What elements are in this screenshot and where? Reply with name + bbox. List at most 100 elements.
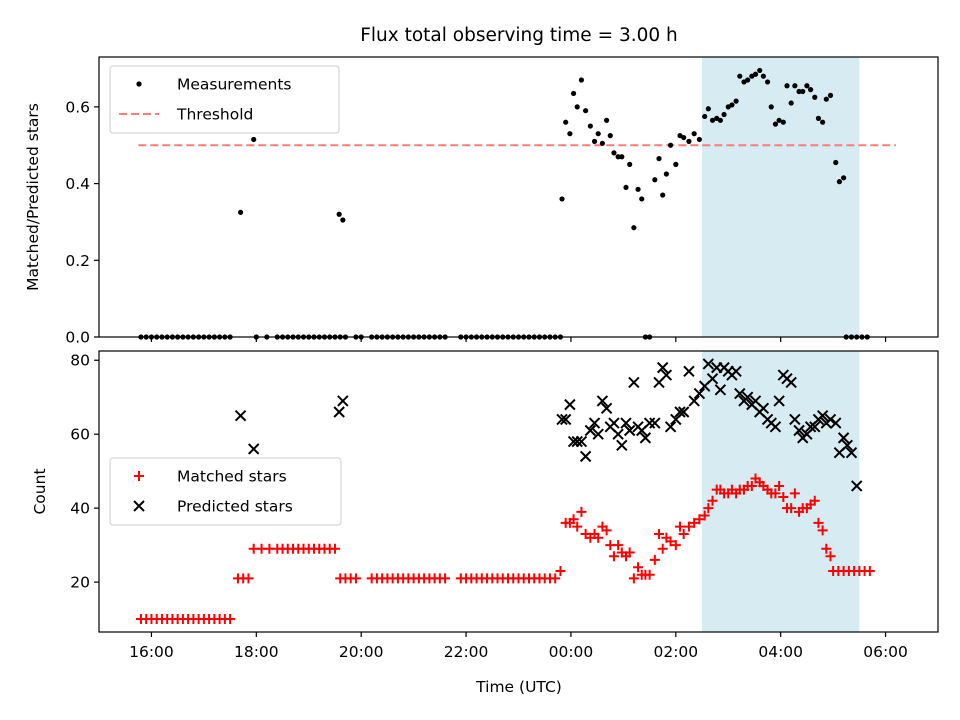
legend: Measurements Threshold (109, 65, 340, 134)
series-predicted-stars (234, 358, 863, 492)
data-point (833, 159, 839, 166)
y-tick-label: 20 (70, 574, 90, 592)
data-point (575, 435, 588, 448)
data-point (583, 108, 589, 114)
data-point (563, 119, 569, 125)
data-point (745, 77, 751, 83)
data-point (611, 150, 617, 156)
data-point (663, 171, 669, 177)
data-point (592, 428, 604, 440)
data-point (841, 175, 847, 181)
data-point (768, 104, 774, 110)
data-point (340, 217, 346, 223)
data-point (778, 492, 789, 503)
data-point (639, 432, 652, 444)
data-point (804, 83, 810, 89)
data-point (686, 138, 692, 144)
highlight-span (702, 351, 860, 632)
data-point (656, 156, 662, 162)
data-point (564, 398, 576, 411)
data-point (639, 196, 645, 202)
data-point (770, 488, 781, 499)
data-point (677, 406, 690, 418)
data-point (601, 525, 612, 536)
data-point (737, 73, 743, 79)
data-point (578, 77, 585, 83)
data-point (603, 117, 610, 123)
data-point (773, 395, 785, 407)
legend-marker (134, 471, 144, 481)
x-tick-label: 06:00 (863, 643, 908, 661)
x-tick-label: 16:00 (129, 643, 174, 661)
data-point (815, 115, 822, 121)
data-point (654, 529, 665, 540)
data-point (600, 402, 613, 415)
data-point (696, 136, 703, 143)
data-point (631, 225, 637, 231)
data-point (678, 529, 689, 540)
data-point (825, 551, 836, 562)
data-point (823, 96, 829, 102)
data-point (817, 525, 828, 536)
legend-label: Predicted stars (177, 498, 293, 516)
data-point (633, 562, 644, 573)
data-point (789, 413, 801, 426)
data-point (665, 536, 676, 547)
data-point (709, 117, 716, 123)
axes-frame (98, 56, 939, 338)
highlight-span (702, 57, 860, 337)
data-point (555, 565, 566, 576)
data-point (702, 113, 708, 120)
data-point (707, 495, 718, 506)
y-axis-label: Matched/Predicted stars (24, 103, 42, 291)
data-point (329, 543, 340, 554)
top-panel: 0.0 0.2 0.4 0.6 Matched/Predicted stars Measu… (24, 56, 939, 347)
data-point (595, 131, 601, 137)
data-point (623, 184, 629, 191)
data-point (864, 565, 875, 576)
data-point (830, 417, 842, 429)
data-point (774, 480, 785, 491)
data-point (607, 133, 613, 139)
data-point (746, 480, 757, 491)
data-point (760, 73, 766, 79)
data-point (584, 424, 597, 437)
data-point (694, 514, 705, 525)
legend-marker (133, 500, 145, 512)
data-point (628, 376, 640, 389)
data-point (780, 119, 786, 125)
data-point (703, 503, 714, 514)
x-axis-label: Time (UTC) (475, 678, 562, 696)
data-point (570, 90, 577, 97)
data-point (670, 540, 681, 551)
data-point (816, 409, 829, 422)
data-point (681, 134, 687, 141)
legend-label: Threshold (176, 106, 253, 124)
data-point (576, 506, 587, 517)
data-point (714, 384, 727, 396)
data-point (247, 443, 260, 455)
data-point (574, 104, 580, 110)
data-point (796, 88, 802, 95)
data-point (689, 517, 700, 528)
legend-marker (136, 81, 142, 87)
data-point (776, 117, 782, 123)
chart-title: Flux total observing time = 3.00 h (360, 25, 678, 46)
data-point (599, 140, 606, 146)
data-point (660, 369, 673, 381)
data-point (813, 517, 824, 528)
data-point (741, 391, 754, 403)
data-point (729, 102, 735, 108)
data-point (800, 88, 806, 95)
data-point (243, 573, 254, 584)
y-tick-label: 0.2 (65, 252, 90, 270)
data-point (792, 83, 798, 89)
data-point (757, 402, 770, 415)
data-point (820, 119, 826, 125)
data-point (730, 365, 742, 378)
legend-box (109, 65, 340, 134)
data-point (656, 361, 669, 374)
bottom-panel: 20 40 60 80 16:00 18:00 20:00 22:00 00:00 02:00 04… (31, 350, 939, 661)
data-point (691, 131, 697, 137)
y-tick-label: 60 (70, 426, 90, 444)
